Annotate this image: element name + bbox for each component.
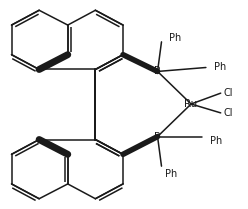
Text: Cl: Cl [224, 108, 233, 118]
Text: Ph: Ph [165, 169, 178, 179]
Text: Ru: Ru [185, 99, 198, 109]
Text: Cl: Cl [224, 88, 233, 98]
Text: Ph: Ph [169, 33, 182, 43]
Text: P: P [155, 66, 161, 76]
Text: P: P [155, 132, 161, 141]
Text: Ph: Ph [214, 62, 226, 73]
Text: Ph: Ph [210, 135, 222, 145]
